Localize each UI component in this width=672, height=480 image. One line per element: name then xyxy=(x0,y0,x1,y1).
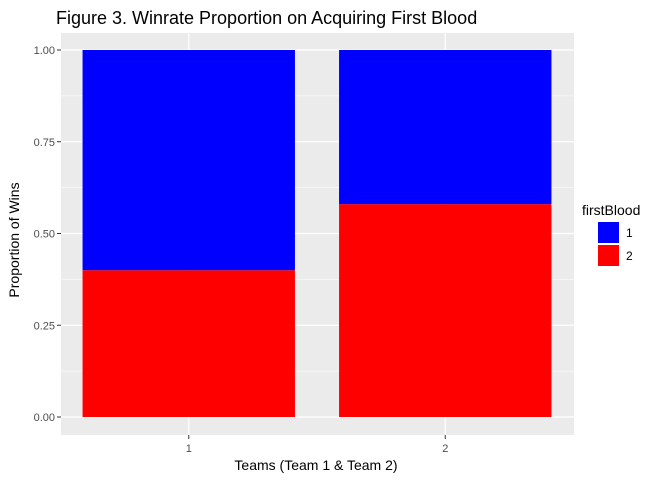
y-tick-label: 0.00 xyxy=(34,412,55,424)
legend-title: firstBlood xyxy=(582,202,640,218)
bar-team-2-firstblood-2 xyxy=(339,204,552,417)
bar-team-1-firstblood-2 xyxy=(82,270,295,417)
chart-title: Figure 3. Winrate Proportion on Acquirin… xyxy=(56,8,477,28)
bars xyxy=(82,50,552,417)
y-axis-ticks: 0.00 0.25 0.50 0.75 1.00 xyxy=(34,45,61,424)
x-tick-label: 2 xyxy=(442,443,448,455)
y-tick-label: 0.50 xyxy=(34,229,55,241)
y-tick-label: 0.75 xyxy=(34,137,55,149)
legend-label-1: 1 xyxy=(626,226,633,240)
x-tick-label: 1 xyxy=(186,443,192,455)
bar-team-1-firstblood-1 xyxy=(82,50,295,271)
legend-key-1 xyxy=(598,222,619,243)
x-axis-title: Teams (Team 1 & Team 2) xyxy=(234,457,397,473)
legend-key-2 xyxy=(598,245,619,266)
legend: firstBlood 1 2 xyxy=(582,202,640,266)
y-tick-label: 1.00 xyxy=(34,45,55,57)
bar-team-2-firstblood-1 xyxy=(339,50,552,205)
y-axis-title: Proportion of Wins xyxy=(6,182,22,297)
y-tick-label: 0.25 xyxy=(34,320,55,332)
legend-label-2: 2 xyxy=(626,249,633,263)
